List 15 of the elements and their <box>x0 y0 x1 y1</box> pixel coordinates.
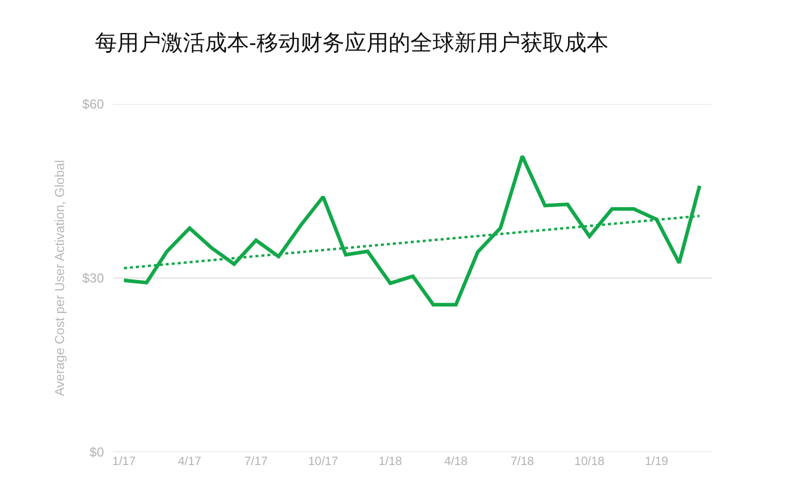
line-series <box>122 154 702 306</box>
y-axis-title: Average Cost per User Activation, Global <box>52 160 68 396</box>
x-tick-label: 7/18 <box>510 454 534 468</box>
x-tick-label: 4/18 <box>444 454 468 468</box>
y-tick-label: $60 <box>82 96 104 112</box>
x-tick-label: 10/18 <box>574 454 605 468</box>
chart-title: 每用户激活成本-移动财务应用的全球新用户获取成本 <box>95 30 608 56</box>
x-tick-label: 7/17 <box>244 454 268 468</box>
x-tick-label: 1/18 <box>378 454 402 468</box>
x-tick-label: 1/17 <box>112 454 136 468</box>
x-tick-label: 4/17 <box>178 454 202 468</box>
x-tick-label: 1/19 <box>644 454 669 468</box>
y-tick-label: $30 <box>82 270 104 286</box>
y-tick-label: $0 <box>90 444 104 460</box>
x-tick-label: 10/17 <box>308 454 338 468</box>
